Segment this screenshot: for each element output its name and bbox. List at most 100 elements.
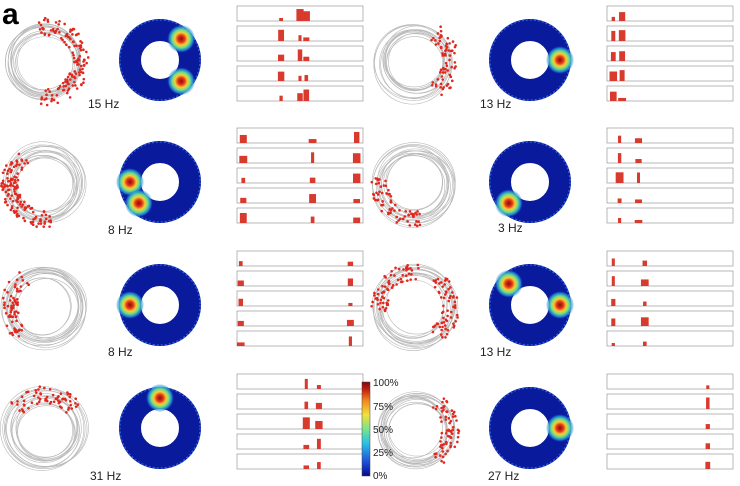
spike-dot [16,206,19,210]
trajectory-path [376,266,459,348]
spike-dot [12,296,15,300]
spike-dot [391,207,394,210]
histogram-bar [296,9,304,21]
spike-dot [441,285,444,288]
spike-dot [3,288,6,292]
spike-dot [448,86,451,90]
spike-dot [3,183,6,186]
histogram-bar [304,75,309,81]
spike-dot [431,406,435,409]
spike-dot [69,393,72,396]
spike-dot [1,179,5,183]
spike-dot [455,419,458,422]
spike-dot [418,223,422,227]
spike-dot [383,309,387,313]
spike-dot [389,201,393,204]
spike-dot [16,196,20,200]
rate-hotspot [167,24,196,53]
rate-map-ring [489,141,571,223]
trajectory-path [373,268,453,351]
trajectory-path [372,144,456,227]
spike-dot [402,268,405,271]
spike-dot [71,51,75,55]
histogram-bar [316,438,321,449]
histogram-bar [640,279,649,286]
spike-dot [439,86,442,89]
spike-dot [435,404,439,408]
spike-dot [44,217,48,221]
spike-dot [44,397,47,401]
firing-rate-label: 31 Hz [90,469,121,483]
spike-dot [406,220,409,223]
spike-dot [409,267,412,270]
spike-dot [436,32,440,35]
colorbar-gradient [361,381,371,477]
spike-dot [453,445,457,449]
spike-dot [20,166,24,169]
rate-hotspot [546,291,574,319]
spike-dot [78,54,82,58]
histogram-bar [618,135,622,143]
lap-histograms [236,5,364,102]
spike-dot [445,277,449,281]
spike-dot [58,405,62,408]
spike-dot [379,185,383,188]
spike-dot [445,42,449,46]
spike-dot [11,315,15,319]
histogram-bar [303,444,310,449]
spike-dot [3,168,6,172]
rate-hotspot [546,46,574,74]
spike-dot [455,296,459,299]
spike-dot [75,60,79,64]
histogram-bar [615,172,624,183]
spike-dot [16,403,19,406]
histogram-bar [611,342,615,346]
spike-dot [449,430,453,434]
spike-dot [18,195,22,199]
spike-dot [415,213,418,216]
spike-dot [431,330,435,334]
firing-rate-label: 13 Hz [480,97,511,111]
spike-dot [14,181,17,184]
spike-dot [79,39,82,43]
spike-dot [68,72,71,76]
spike-dot [16,172,19,175]
spike-dot [449,316,453,319]
lap-histograms [606,373,734,470]
spike-dot [440,46,443,50]
rate-map-edge [489,141,571,223]
colorbar-tick-50: 50% [373,425,393,436]
histogram-bar [347,278,354,286]
spike-dot [45,93,48,97]
spike-dot [434,407,438,411]
spike-dot [442,68,445,71]
spike-dot [25,390,28,394]
rate-hotspot [116,291,144,319]
spike-dot [15,215,19,218]
spike-dot [2,303,6,307]
spike-dot [43,220,47,223]
spike-dot [46,18,50,22]
histogram-bar [610,52,616,61]
histogram-bar [619,12,626,21]
spike-dot [404,210,408,213]
firing-rate-map [119,384,201,469]
spike-dot [22,216,25,220]
spike-dot [32,217,35,221]
spike-dot [73,60,76,64]
rate-hotspot [494,189,523,218]
spike-dot [454,414,457,418]
spike-dot [20,329,24,332]
rate-hotspot [167,67,196,96]
spike-dot [23,206,27,209]
spike-dot [15,176,18,179]
spike-dot [13,190,16,193]
lap-histogram-frame [236,250,364,267]
spike-points [0,152,53,228]
spike-dot [431,325,435,329]
trajectory-path [1,268,87,351]
spike-dot [73,80,76,84]
spike-dot [454,65,457,68]
spike-dot [48,387,52,391]
spike-dot [373,291,376,295]
